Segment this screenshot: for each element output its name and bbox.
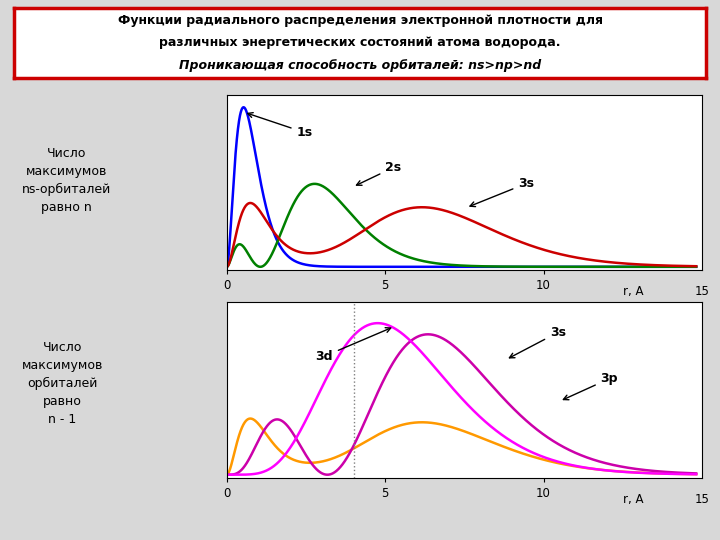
Text: r, A: r, A [623, 493, 643, 506]
Text: 1s: 1s [248, 113, 312, 139]
Text: Число
максимумов
ns-орбиталей
равно n: Число максимумов ns-орбиталей равно n [22, 147, 111, 214]
Text: 3d: 3d [315, 328, 391, 363]
Text: различных энергетических состояний атома водорода.: различных энергетических состояний атома… [159, 36, 561, 49]
Text: 2s: 2s [356, 161, 401, 185]
Text: Проникающая способность орбиталей: ns>np>nd: Проникающая способность орбиталей: ns>np… [179, 59, 541, 72]
Text: 3s: 3s [470, 177, 534, 207]
Text: r, A: r, A [623, 285, 643, 298]
Text: Функции радиального распределения электронной плотности для: Функции радиального распределения электр… [117, 14, 603, 26]
Text: 3s: 3s [510, 326, 566, 358]
Text: Число
максимумов
орбиталей
равно
n - 1: Число максимумов орбиталей равно n - 1 [22, 341, 103, 426]
Text: 3p: 3p [563, 372, 618, 400]
Text: 15: 15 [695, 285, 709, 298]
Text: 15: 15 [695, 493, 709, 506]
